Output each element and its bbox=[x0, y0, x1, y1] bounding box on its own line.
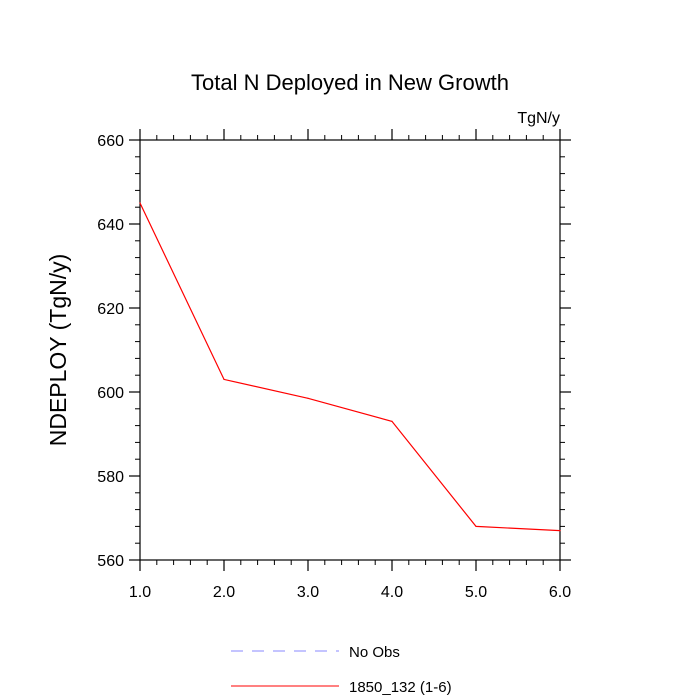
y-tick-label: 580 bbox=[97, 469, 124, 486]
series-layer bbox=[139, 202, 561, 532]
data-point bbox=[139, 202, 141, 204]
y-tick-label: 560 bbox=[97, 553, 124, 570]
x-tick-label: 3.0 bbox=[297, 584, 319, 601]
y-tick-label: 640 bbox=[97, 217, 124, 234]
data-point bbox=[223, 378, 225, 380]
y-tick-label: 620 bbox=[97, 301, 124, 318]
data-point bbox=[559, 530, 561, 532]
y-tick-label: 600 bbox=[97, 385, 124, 402]
legend-label: No Obs bbox=[349, 644, 400, 661]
chart-title: Total N Deployed in New Growth bbox=[191, 70, 509, 95]
y-axis-label: NDEPLOY (TgN/y) bbox=[45, 254, 71, 447]
data-point bbox=[391, 420, 393, 422]
series-line bbox=[139, 202, 561, 532]
x-tick-label: 6.0 bbox=[549, 584, 571, 601]
y-tick-label: 660 bbox=[97, 133, 124, 150]
data-point bbox=[475, 525, 477, 528]
x-tick-label: 2.0 bbox=[213, 584, 235, 601]
plot-frame bbox=[139, 139, 561, 561]
units-label: TgN/y bbox=[517, 110, 560, 127]
legend-label: 1850_132 (1-6) bbox=[349, 679, 452, 696]
legend: No Obs 1850_132 (1-6) bbox=[231, 644, 452, 696]
x-tick-label: 5.0 bbox=[465, 584, 487, 601]
data-point bbox=[307, 397, 309, 399]
ticks-layer bbox=[129, 129, 571, 571]
x-tick-label: 1.0 bbox=[129, 584, 151, 601]
x-tick-label: 4.0 bbox=[381, 584, 403, 601]
tick-labels-layer: 1.0 2.0 3.0 4.0 5.0 6.0 560 580 600 620 640 660 bbox=[97, 133, 571, 601]
